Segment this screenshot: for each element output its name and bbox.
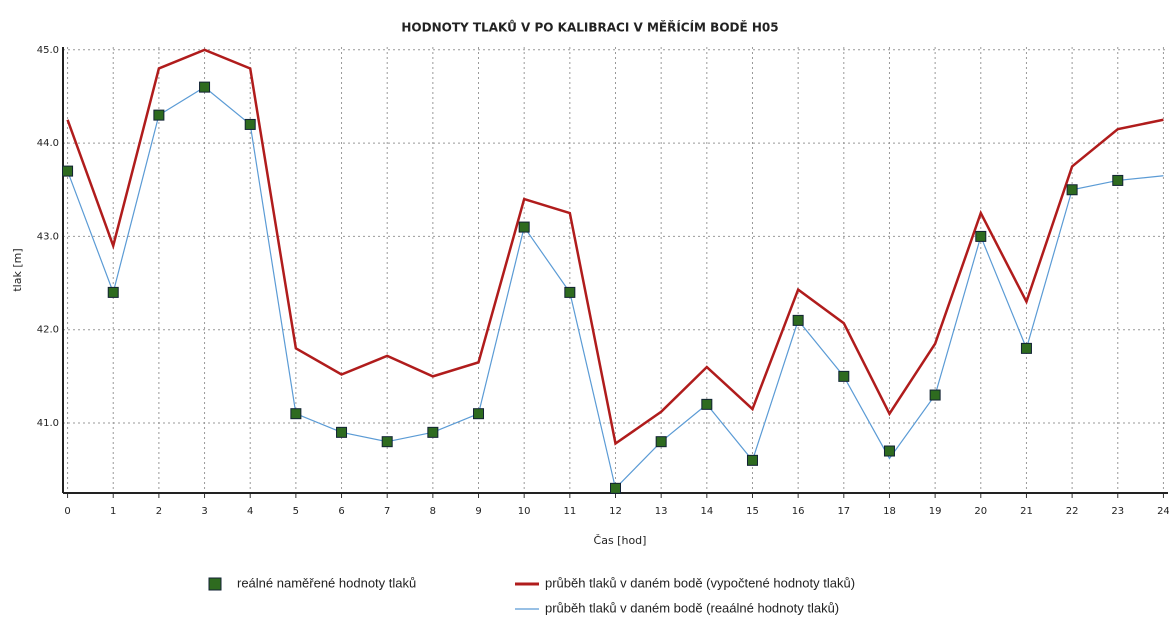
x-tick-label: 6 (338, 506, 344, 517)
point (518, 221, 530, 233)
point (701, 398, 713, 410)
x-tick-label: 21 (1020, 506, 1033, 517)
point (1112, 174, 1124, 186)
x-tick-label: 16 (792, 506, 805, 517)
point (838, 370, 850, 382)
x-tick-label: 0 (64, 506, 70, 517)
x-tick-label: 19 (929, 506, 942, 517)
x-tick-label: 5 (293, 506, 299, 517)
x-tick-label: 9 (475, 506, 481, 517)
y-axis-label: tlak [m] (11, 248, 24, 291)
point (62, 165, 74, 177)
point (107, 286, 119, 298)
point (883, 445, 895, 457)
y-tick-label: 42.0 (37, 325, 59, 336)
point (336, 426, 348, 438)
x-tick-label: 24 (1157, 506, 1169, 517)
point (792, 314, 804, 326)
point (975, 230, 987, 242)
x-tick-label: 10 (518, 506, 531, 517)
x-tick-label: 4 (247, 506, 253, 517)
x-tick-label: 22 (1066, 506, 1079, 517)
legend-label: reálné naměřené hodnoty tlaků (237, 575, 416, 590)
point (473, 408, 485, 420)
x-tick-label: 14 (700, 506, 713, 517)
point (290, 408, 302, 420)
x-tick-label: 7 (384, 506, 390, 517)
point (153, 109, 165, 121)
legend-swatch (208, 577, 222, 591)
x-tick-label: 20 (974, 506, 987, 517)
y-tick-label: 41.0 (37, 418, 59, 429)
x-tick-label: 15 (746, 506, 759, 517)
x-tick-label: 17 (837, 506, 850, 517)
line (66, 48, 1164, 446)
legend-label: průběh tlaků v daném bodě (reaálné hodno… (545, 600, 839, 615)
point (655, 436, 667, 448)
x-tick-label: 13 (655, 506, 668, 517)
x-tick-label: 18 (883, 506, 896, 517)
x-tick-label: 11 (563, 506, 576, 517)
x-tick-label: 2 (156, 506, 162, 517)
point (1020, 342, 1032, 354)
point (381, 436, 393, 448)
point (1066, 184, 1078, 196)
x-tick-label: 12 (609, 506, 622, 517)
x-tick-label: 8 (430, 506, 436, 517)
point (427, 426, 439, 438)
x-tick-label: 3 (201, 506, 207, 517)
point (746, 454, 758, 466)
chart-title: HODNOTY TLAKŮ V PO KALIBRACI V MĚŘÍCÍM B… (401, 20, 778, 35)
x-tick-label: 1 (110, 506, 116, 517)
legend-label: průběh tlaků v daném bodě (vypočtené hod… (545, 575, 855, 590)
point (610, 482, 621, 494)
point (564, 286, 576, 298)
y-tick-label: 43.0 (37, 231, 59, 242)
point (199, 81, 211, 93)
x-axis-label: Čas [hod] (594, 534, 647, 547)
point (929, 389, 941, 401)
point (244, 118, 256, 130)
y-tick-label: 44.0 (37, 138, 59, 149)
y-tick-label: 45.0 (37, 45, 59, 56)
x-tick-label: 23 (1111, 506, 1124, 517)
